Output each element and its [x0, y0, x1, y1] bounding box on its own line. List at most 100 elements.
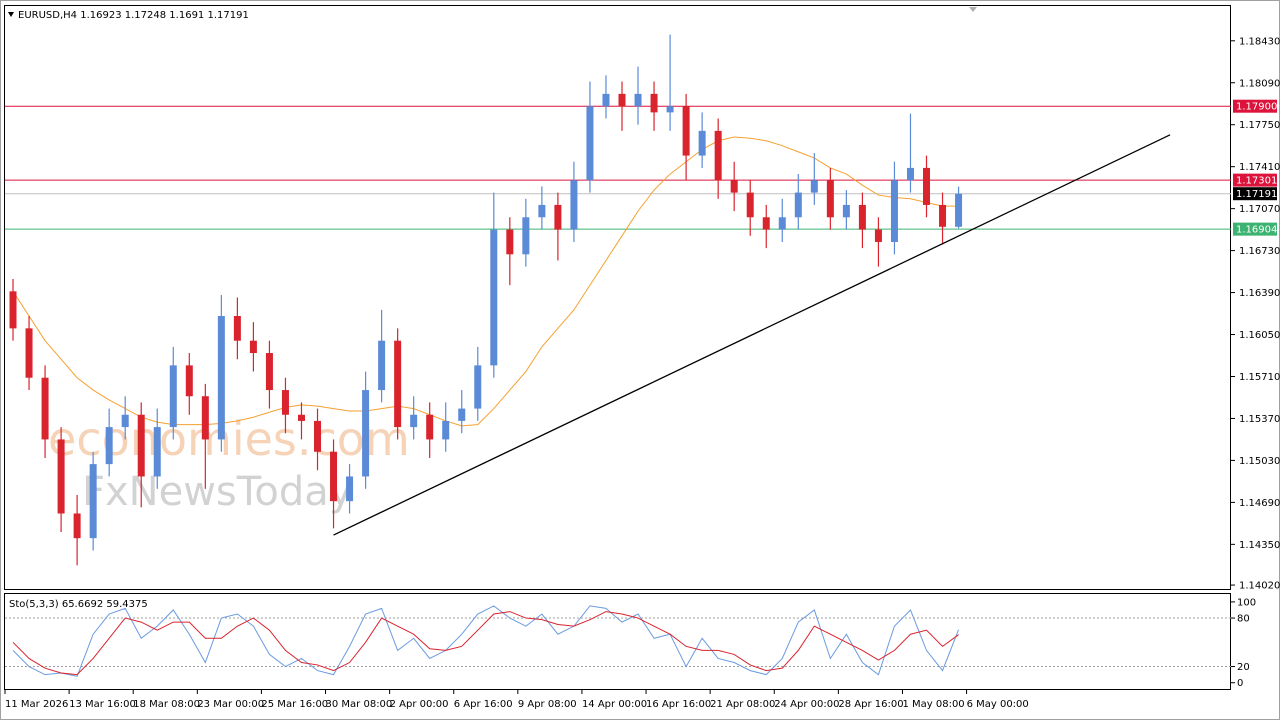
last-open: 1.16923: [80, 10, 121, 21]
symbol: EURUSD,H4: [18, 10, 77, 21]
last-high: 1.17248: [125, 10, 166, 21]
x-tick-label: 16 Apr 16:00: [646, 699, 711, 710]
candle-body: [906, 167, 914, 181]
x-tick-label: 30 Mar 08:00: [326, 699, 393, 710]
y-tick-label: 1.17750: [1239, 120, 1280, 131]
x-tick-label: 13 Mar 16:00: [69, 699, 136, 710]
candle-body: [506, 229, 514, 255]
candle-body: [826, 180, 834, 218]
candle-body: [330, 451, 338, 502]
candle-body: [666, 106, 674, 113]
candle-body: [217, 316, 225, 440]
candle-body: [233, 316, 241, 341]
candle-body: [634, 93, 642, 107]
candle-body: [105, 427, 113, 465]
level-label: 1.17301: [1236, 176, 1277, 187]
last-close: 1.17191: [207, 10, 248, 21]
candle-body: [57, 439, 65, 514]
x-tick-label: 23 Mar 00:00: [197, 699, 264, 710]
candle-body: [394, 340, 402, 428]
candle-body: [426, 414, 434, 440]
candle-body: [442, 420, 450, 440]
candle-body: [458, 408, 466, 421]
candle-body: [121, 414, 129, 428]
osc-y-tick-label: 100: [1237, 597, 1256, 608]
x-tick-label: 25 Mar 16:00: [261, 699, 328, 710]
candle-body: [650, 93, 658, 113]
x-tick-label: 18 Mar 08:00: [133, 699, 200, 710]
candle-body: [810, 180, 818, 193]
level-label-box: [1233, 173, 1277, 187]
candle-body: [618, 93, 626, 107]
y-tick-label: 1.17410: [1239, 162, 1280, 173]
x-tick-label: 21 Apr 08:00: [710, 699, 775, 710]
level-label: 1.17900: [1236, 102, 1277, 113]
x-tick-label: 1 May 08:00: [902, 699, 964, 710]
watermark-text: FxNewsToday: [82, 469, 352, 515]
x-tick-label: 6 Apr 16:00: [454, 699, 513, 710]
osc-main-line: [12, 605, 960, 677]
osc-signal-line: [12, 611, 959, 676]
candle-body: [586, 106, 594, 181]
candle-body: [9, 291, 17, 329]
candle-body: [89, 464, 97, 539]
y-tick-label: 1.14020: [1239, 581, 1280, 592]
osc-y-tick-label: 80: [1237, 614, 1250, 625]
candle-body: [778, 217, 786, 230]
y-tick-label: 1.15370: [1239, 414, 1280, 425]
oscillator-panel: [4, 593, 1231, 690]
candle-body: [314, 420, 322, 452]
candle-body: [762, 217, 770, 230]
y-tick-label: 1.14690: [1239, 498, 1280, 509]
x-tick-label: 2 Apr 00:00: [390, 699, 449, 710]
candle-body: [522, 217, 530, 255]
candle-body: [890, 180, 898, 242]
candle-body: [137, 414, 145, 477]
candle-body: [746, 192, 754, 218]
candle-body: [249, 340, 257, 354]
candle-body: [570, 180, 578, 230]
osc-y-tick-label: 0: [1237, 678, 1243, 689]
osc-y-tick-label: 20: [1237, 662, 1250, 673]
x-tick-label: 14 Apr 00:00: [582, 699, 647, 710]
candle-body: [153, 427, 161, 477]
candle-body: [538, 204, 546, 218]
oscillator-title: Sto(5,3,3): [9, 599, 59, 610]
oscillator-header: Sto(5,3,3) 65.6692 59.4375: [9, 599, 148, 610]
candle-body: [730, 180, 738, 193]
trendline: [333, 134, 1171, 536]
candle-body: [923, 167, 931, 205]
candle-body: [474, 365, 482, 409]
candle-body: [714, 130, 722, 181]
y-tick-label: 1.16050: [1239, 330, 1280, 341]
y-tick-label: 1.16730: [1239, 246, 1280, 257]
candle-body: [73, 513, 81, 539]
candle-body: [265, 353, 273, 391]
candle-body: [874, 229, 882, 242]
candle-body: [602, 93, 610, 107]
last-low: 1.1691: [169, 10, 204, 21]
candle-body: [281, 390, 289, 415]
candle-body: [554, 204, 562, 230]
candle-body: [378, 340, 386, 391]
oscillator-main-value: 65.6692: [62, 599, 103, 610]
y-tick-label: 1.18090: [1239, 78, 1280, 89]
candle-body: [939, 204, 947, 227]
main-panel: [4, 5, 1231, 590]
candle-body: [346, 476, 354, 502]
x-tick-label: 28 Apr 16:00: [838, 699, 903, 710]
scroll-marker: [969, 7, 977, 12]
y-tick-label: 1.16390: [1239, 288, 1280, 299]
level-label: 1.16904: [1236, 225, 1277, 236]
y-tick-label: 1.14350: [1239, 540, 1280, 551]
chart-header: EURUSD,H4 1.16923 1.17248 1.1691 1.17191: [18, 10, 249, 21]
collapse-icon: [8, 12, 14, 17]
watermark-text: economies.com: [48, 412, 410, 466]
candle-body: [201, 396, 209, 440]
candle-body: [490, 229, 498, 366]
candle-body: [41, 377, 49, 440]
x-tick-label: 24 Apr 00:00: [774, 699, 839, 710]
level-label-box: [1233, 187, 1277, 201]
x-tick-label: 11 Mar 2026: [5, 699, 68, 710]
